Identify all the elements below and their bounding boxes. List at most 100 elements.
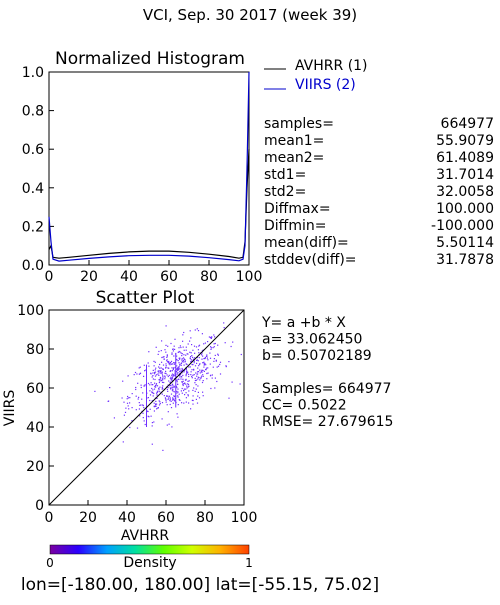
scatter-point (144, 385, 146, 387)
scatter-point (223, 327, 225, 329)
scatter-point (147, 415, 149, 417)
scatter-point (136, 427, 139, 429)
scatter-point (177, 416, 179, 418)
scatter-point (160, 377, 162, 379)
scatter-point (214, 377, 216, 379)
scatter-point (182, 380, 184, 382)
stat-label: std2= (264, 184, 306, 200)
scatter-point (172, 368, 174, 370)
scatter-point (163, 381, 165, 384)
scatter-point (159, 370, 161, 372)
scatter-point (161, 380, 163, 382)
scatter-point (188, 380, 190, 382)
scatter-point (148, 365, 150, 367)
scatter-point (168, 395, 171, 397)
scatter-point (139, 366, 141, 368)
scatter-ytick-label: 20 (26, 459, 44, 475)
scatter-point (188, 373, 190, 375)
scatter-point (211, 374, 213, 376)
scatter-point (163, 395, 165, 397)
scatter-point (176, 367, 178, 369)
scatter-point (167, 361, 169, 363)
scatter-point (168, 362, 170, 364)
scatter-point (164, 372, 166, 374)
scatter-point (162, 356, 164, 358)
scatter-point (185, 401, 187, 403)
scatter-point (146, 410, 148, 412)
scatter-point (161, 371, 163, 373)
scatter-point (167, 345, 169, 347)
scatter-point (197, 378, 199, 380)
scatter-point (206, 378, 208, 380)
scatter-point (210, 348, 212, 350)
scatter-point (181, 355, 183, 357)
scatter-point (109, 387, 111, 389)
scatter-point (201, 333, 203, 335)
scatter-point (207, 372, 209, 374)
scatter-point (209, 357, 212, 359)
scatter-point (194, 377, 196, 379)
scatter-point (169, 387, 171, 389)
scatter-point (193, 368, 195, 370)
scatter-point (171, 377, 173, 379)
histogram-ytick-label: 0.8 (22, 104, 44, 120)
scatter-point (162, 378, 164, 380)
scatter-point (182, 383, 184, 385)
scatter-point (209, 352, 211, 354)
scatter-point (214, 387, 216, 389)
scatter-point (213, 346, 215, 348)
scatter-point (197, 371, 200, 373)
scatter-point (144, 423, 146, 426)
scatter-point (207, 359, 209, 361)
scatter-point (172, 402, 174, 404)
scatter-point (155, 383, 158, 385)
scatter-point (178, 347, 180, 349)
scatter-point (181, 381, 183, 383)
scatter-point (170, 384, 172, 386)
scatter-point (214, 336, 216, 338)
scatter-point (216, 380, 218, 383)
scatter-point (177, 372, 179, 374)
scatter-point (140, 384, 142, 386)
scatter-point (138, 396, 140, 398)
histogram-xtick-label: 20 (80, 269, 98, 285)
scatter-point (147, 362, 149, 364)
scatter-point (193, 387, 195, 389)
scatter-point (150, 382, 152, 384)
scatter-point (144, 384, 146, 386)
scatter-points (94, 322, 242, 451)
scatter-point (164, 378, 166, 380)
scatter-point (179, 351, 181, 353)
scatter-point (197, 360, 199, 362)
scatter-point (192, 374, 194, 376)
scatter-point (176, 383, 179, 385)
scatter-point (183, 382, 186, 385)
scatter-point (161, 388, 163, 390)
scatter-point (215, 359, 217, 361)
scatter-point (192, 349, 194, 351)
scatter-point (158, 350, 160, 353)
scatter-point (171, 389, 173, 391)
scatter-ytick-label: 40 (26, 420, 44, 436)
scatter-point (169, 397, 171, 399)
scatter-point (225, 365, 227, 367)
histogram-panel: Normalized Histogram 0 20 40 60 80 1000.00.20… (22, 49, 494, 285)
scatter-point (217, 354, 219, 356)
scatter-point (213, 343, 215, 345)
scatter-point (151, 376, 153, 378)
scatter-point (170, 393, 173, 395)
scatter-point (154, 361, 156, 363)
scatter-point (185, 397, 187, 399)
scatter-point (169, 400, 171, 402)
scatter-point (166, 374, 168, 376)
scatter-point (194, 382, 196, 384)
scatter-point (121, 397, 123, 399)
scatter-point (172, 383, 174, 385)
scatter-point (185, 368, 187, 370)
scatter-point (157, 373, 159, 375)
scatter-point (202, 355, 204, 357)
scatter-point (185, 373, 187, 375)
scatter-point (182, 378, 184, 380)
scatter-point (181, 387, 183, 390)
